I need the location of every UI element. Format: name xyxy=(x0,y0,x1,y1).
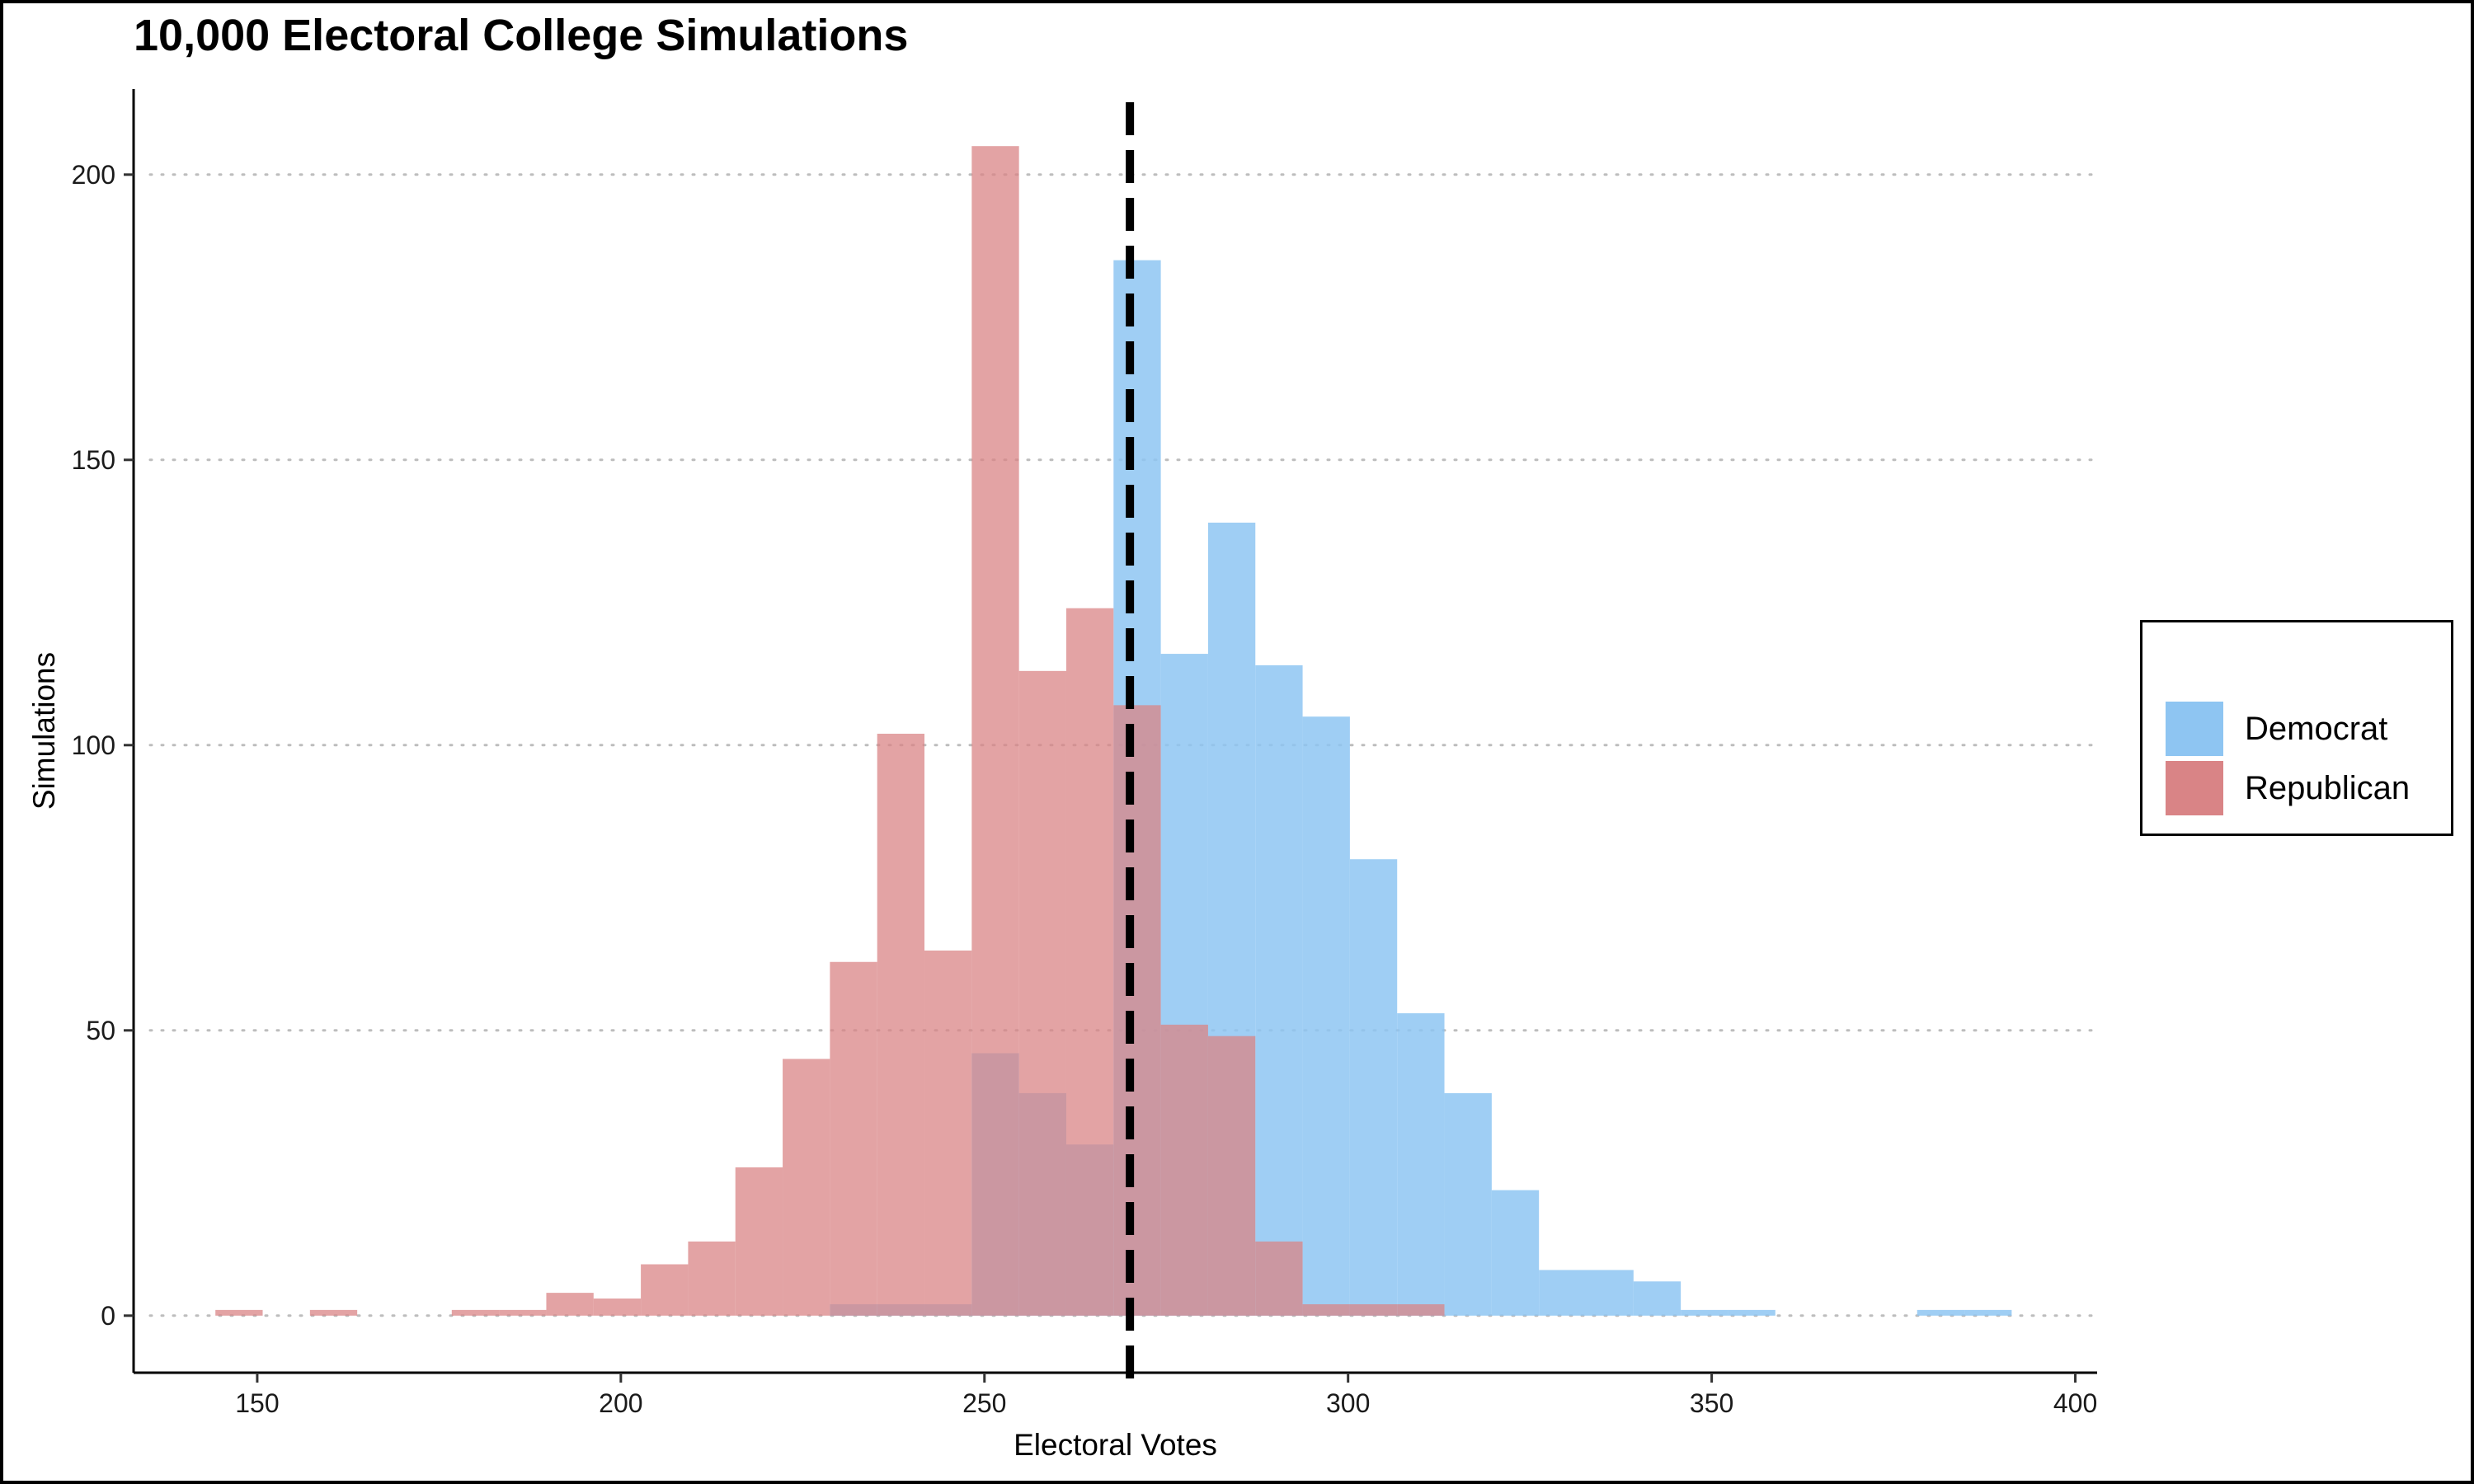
democrat-bar-16 xyxy=(1586,1270,1634,1316)
republican-bar-17 xyxy=(1160,1024,1208,1316)
republican-swatch xyxy=(2166,761,2223,815)
y-tick-label-100: 100 xyxy=(72,730,115,760)
legend: Democrat Republican xyxy=(2140,620,2453,836)
legend-item-republican: Republican xyxy=(2166,759,2410,817)
democrat-bar-12 xyxy=(1397,1013,1445,1316)
legend-label-democrat: Democrat xyxy=(2245,710,2388,747)
democrat-bar-9 xyxy=(1255,665,1303,1316)
y-axis-title: Simulations xyxy=(27,652,61,810)
x-tick-label-200: 200 xyxy=(599,1388,642,1418)
republican-bar-10 xyxy=(830,961,877,1316)
x-tick-label-250: 250 xyxy=(962,1388,1006,1418)
republican-bar-9 xyxy=(783,1059,830,1316)
democrat-bar-13 xyxy=(1444,1092,1492,1316)
republican-bar-1 xyxy=(309,1309,358,1316)
chart-title: 10,000 Electoral College Simulations xyxy=(134,11,909,60)
democrat-bar-19 xyxy=(1728,1309,1776,1316)
legend-item-democrat: Democrat xyxy=(2166,700,2387,758)
x-tick-label-300: 300 xyxy=(1326,1388,1370,1418)
x-tick-label-150: 150 xyxy=(235,1388,279,1418)
republican-bar-22 xyxy=(1397,1303,1445,1316)
republican-bar-12 xyxy=(924,950,972,1316)
republican-bar-6 xyxy=(641,1264,689,1316)
republican-bar-14 xyxy=(1018,670,1066,1316)
legend-label-republican: Republican xyxy=(2245,769,2411,806)
republican-bar-13 xyxy=(971,146,1019,1316)
x-tick-label-400: 400 xyxy=(2053,1388,2097,1418)
tick-labels: 0 50 100 150 200 150 200 250 300 350 400 xyxy=(72,160,2098,1418)
republican-bar-11 xyxy=(877,733,925,1316)
republican-bar-15 xyxy=(1065,608,1114,1316)
democrat-bar-10 xyxy=(1302,716,1350,1316)
democrat-bar-20 xyxy=(1917,1309,1965,1316)
republican-bars xyxy=(215,146,1445,1316)
republican-bar-16 xyxy=(1113,705,1161,1316)
democrat-swatch xyxy=(2166,702,2223,756)
x-tick-label-350: 350 xyxy=(1690,1388,1733,1418)
republican-bar-5 xyxy=(593,1298,642,1316)
y-tick-label-50: 50 xyxy=(86,1016,115,1045)
republican-bar-2 xyxy=(451,1309,500,1316)
democrat-bar-15 xyxy=(1539,1270,1587,1316)
republican-bar-3 xyxy=(499,1309,547,1316)
democrat-bar-21 xyxy=(1964,1309,2012,1316)
democrat-bar-17 xyxy=(1633,1281,1681,1316)
y-tick-label-0: 0 xyxy=(101,1301,115,1331)
republican-bar-19 xyxy=(1255,1241,1303,1316)
republican-bar-7 xyxy=(688,1241,736,1316)
democrat-bar-11 xyxy=(1349,859,1398,1316)
democrat-bar-18 xyxy=(1681,1309,1729,1316)
axes xyxy=(132,89,2097,1374)
y-tick-label-150: 150 xyxy=(72,445,115,475)
republican-bar-21 xyxy=(1349,1303,1398,1316)
x-axis-title: Electoral Votes xyxy=(1014,1428,1217,1462)
republican-bar-0 xyxy=(215,1309,263,1316)
republican-bar-8 xyxy=(735,1167,783,1316)
republican-bar-20 xyxy=(1302,1303,1350,1316)
democrat-bar-14 xyxy=(1491,1190,1540,1316)
y-tick-label-200: 200 xyxy=(72,160,115,190)
republican-bar-4 xyxy=(546,1293,594,1316)
republican-bar-18 xyxy=(1207,1036,1256,1316)
